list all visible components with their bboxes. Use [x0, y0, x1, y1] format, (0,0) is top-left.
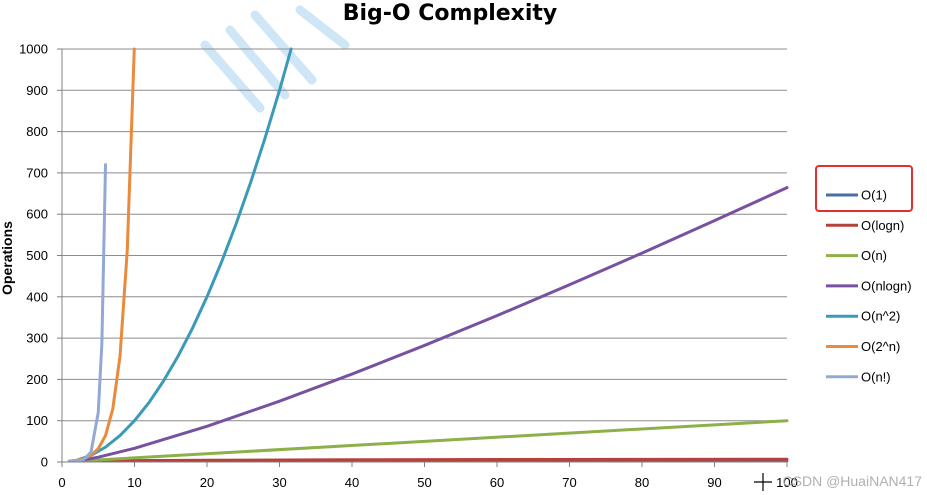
y-tick-label: 800 [26, 124, 48, 139]
y-tick-label: 200 [26, 372, 48, 387]
x-tick-label: 50 [417, 475, 431, 490]
legend-label: O(n^2) [861, 309, 900, 324]
series-line-3 [67, 186, 789, 462]
legend-label: O(logn) [861, 218, 904, 233]
x-tick-label: 90 [707, 475, 721, 490]
legend-label: O(n) [861, 248, 887, 263]
series-line-6 [67, 163, 107, 462]
legend-label: O(nlogn) [861, 278, 912, 293]
series-line-2 [67, 419, 789, 462]
x-tick-label: 60 [490, 475, 504, 490]
x-tick-label: 70 [562, 475, 576, 490]
x-tick-label: 20 [200, 475, 214, 490]
x-tick-label: 100 [776, 475, 798, 490]
y-tick-label: 0 [41, 455, 48, 470]
y-tick-label: 600 [26, 207, 48, 222]
legend-highlight-box [815, 165, 913, 212]
chart-title: Big-O Complexity [343, 1, 558, 26]
legend-label: O(n!) [861, 369, 891, 384]
y-axis-label: Operations [0, 221, 15, 295]
y-tick-label: 400 [26, 289, 48, 304]
legend-label: O(1) [861, 188, 887, 203]
x-tick-label: 30 [272, 475, 286, 490]
series-line-4 [67, 47, 293, 462]
x-tick-label: 80 [635, 475, 649, 490]
watermark-brush-stroke [200, 5, 350, 113]
y-tick-label: 100 [26, 413, 48, 428]
x-tick-label: 40 [345, 475, 359, 490]
y-tick-label: 300 [26, 331, 48, 346]
y-tick-label: 500 [26, 248, 48, 263]
x-tick-label: 0 [58, 475, 65, 490]
y-tick-label: 900 [26, 83, 48, 98]
y-tick-label: 700 [26, 165, 48, 180]
legend-label: O(2^n) [861, 339, 900, 354]
x-tick-label: 10 [127, 475, 141, 490]
watermark-text: CSDN @HuaiNAN417 [783, 473, 923, 489]
crosshair-cursor-icon [754, 473, 772, 491]
y-tick-label: 1000 [19, 42, 48, 57]
